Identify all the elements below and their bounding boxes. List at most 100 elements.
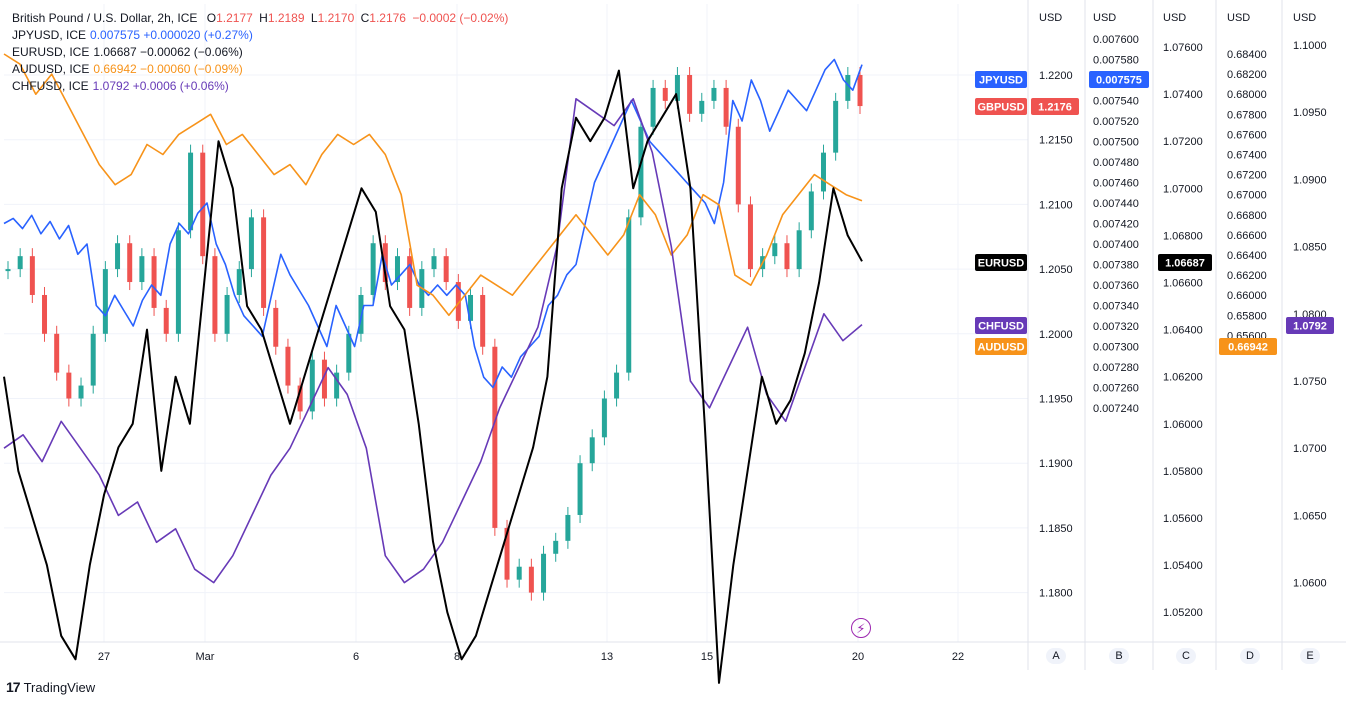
- price-tag-value-box: [1031, 98, 1079, 115]
- legend-close-label: C: [360, 11, 370, 25]
- candle: [541, 553, 547, 593]
- y-tick-label: 1.0950: [1293, 107, 1327, 119]
- price-tag-label: AUDUSD: [977, 342, 1024, 354]
- legend-close: 1.2176: [369, 11, 406, 25]
- price-tag-value: 0.66942: [1228, 342, 1268, 354]
- candle: [747, 204, 753, 270]
- y-tick-label: 0.67400: [1227, 150, 1267, 162]
- y-tick-label: 0.007420: [1093, 219, 1139, 231]
- candle: [200, 152, 206, 257]
- candle: [285, 346, 291, 386]
- legend-value: 0.66942 −0.00060 (−0.09%): [93, 62, 243, 76]
- price-tag-label: CHFUSD: [978, 321, 1024, 333]
- y-tick-label: 1.05600: [1163, 513, 1203, 525]
- y-tick-label: 0.007540: [1093, 96, 1139, 108]
- candle: [346, 333, 352, 373]
- y-tick-label: 0.007600: [1093, 34, 1139, 46]
- candle: [139, 256, 145, 283]
- price-tag-value-box: [1286, 317, 1334, 334]
- price-tag-value-box: [1219, 338, 1277, 355]
- y-tick-label: 0.007400: [1093, 239, 1139, 251]
- axis-e-button[interactable]: E: [1300, 648, 1320, 664]
- legend-row-audusd: AUDUSD, ICE 0.66942 −0.00060 (−0.09%): [12, 61, 508, 78]
- brand[interactable]: 17 TradingView: [6, 679, 95, 695]
- axis-a-button[interactable]: A: [1046, 648, 1066, 664]
- y-tick-label: 1.0750: [1293, 376, 1327, 388]
- candle: [589, 437, 595, 464]
- price-tag-value-box: [1158, 254, 1212, 271]
- x-tick-label: 6: [353, 651, 359, 663]
- axis-d-button[interactable]: D: [1240, 648, 1260, 664]
- y-tick-label: 1.0850: [1293, 242, 1327, 254]
- legend-low-label: L: [310, 11, 318, 25]
- x-tick-label: 15: [701, 651, 713, 663]
- candle: [711, 87, 717, 101]
- x-tick-label: 13: [601, 651, 613, 663]
- y-tick-label: 1.06800: [1163, 230, 1203, 242]
- y-tick-label: 0.66600: [1227, 230, 1267, 242]
- y-tick-label: 0.007460: [1093, 178, 1139, 190]
- candle: [833, 100, 839, 153]
- y-tick-label: 1.2050: [1039, 264, 1073, 276]
- y-tick-label: 0.007500: [1093, 137, 1139, 149]
- candle: [127, 243, 133, 283]
- y-tick-label: 1.07200: [1163, 136, 1203, 148]
- axis-c-button[interactable]: C: [1176, 648, 1196, 664]
- candle: [808, 191, 814, 231]
- axis-b-button[interactable]: B: [1109, 648, 1129, 664]
- y-tick-label: 0.007300: [1093, 342, 1139, 354]
- candle: [54, 333, 60, 373]
- legend-row-jpyusd: JPYUSD, ICE 0.007575 +0.000020 (+0.27%): [12, 27, 508, 44]
- candle: [650, 87, 656, 127]
- candle: [528, 566, 534, 593]
- y-tick-label: 0.67200: [1227, 170, 1267, 182]
- candle: [273, 307, 279, 347]
- legend-row-eurusd: EURUSD, ICE 1.06687 −0.00062 (−0.06%): [12, 44, 508, 61]
- candle: [845, 75, 851, 101]
- series-line-audusd: [3, 53, 863, 317]
- price-tag-value-box: [1089, 71, 1149, 88]
- candle: [236, 269, 242, 295]
- candle: [674, 75, 680, 101]
- candle: [796, 230, 802, 270]
- y-tick-label: 1.2200: [1039, 70, 1073, 82]
- candle: [163, 307, 169, 334]
- y-tick-label: 0.007340: [1093, 301, 1139, 313]
- lightning-icon[interactable]: ⚡: [851, 618, 871, 638]
- legend-open: 1.2177: [216, 11, 253, 25]
- price-tag-label: GBPUSD: [977, 102, 1024, 114]
- y-tick-label: 0.67800: [1227, 109, 1267, 121]
- candle: [407, 256, 413, 308]
- y-tick-label: 1.0900: [1293, 174, 1327, 186]
- candle: [5, 269, 11, 272]
- y-tick-label: 1.1800: [1039, 588, 1073, 600]
- axis-unit-b: USD: [1093, 12, 1116, 24]
- y-tick-label: 1.07400: [1163, 89, 1203, 101]
- y-tick-label: 1.0600: [1293, 578, 1327, 590]
- y-tick-label: 0.007320: [1093, 321, 1139, 333]
- legend-symbol: CHFUSD, ICE: [12, 79, 89, 93]
- price-tag-value: 0.007575: [1096, 75, 1142, 87]
- candle: [151, 256, 157, 308]
- candle: [175, 230, 181, 334]
- y-tick-label: 0.66000: [1227, 290, 1267, 302]
- candle: [370, 243, 376, 295]
- y-tick-label: 1.05200: [1163, 607, 1203, 619]
- price-tag-jpyusd: [975, 71, 1027, 88]
- candle: [601, 398, 607, 438]
- candle: [468, 294, 474, 321]
- price-tag-label: JPYUSD: [979, 75, 1023, 87]
- brand-text: TradingView: [23, 679, 96, 695]
- y-tick-label: 1.2000: [1039, 329, 1073, 341]
- candle: [321, 359, 327, 399]
- candle: [662, 87, 668, 101]
- legend-change: −0.0002 (−0.02%): [412, 11, 509, 25]
- candle: [699, 100, 705, 114]
- candle: [431, 256, 437, 270]
- y-tick-label: 0.007240: [1093, 403, 1139, 415]
- price-tag-eurusd: [975, 254, 1027, 271]
- y-tick-label: 1.05400: [1163, 560, 1203, 572]
- y-tick-label: 0.66400: [1227, 250, 1267, 262]
- legend-value: 1.06687 −0.00062 (−0.06%): [93, 45, 243, 59]
